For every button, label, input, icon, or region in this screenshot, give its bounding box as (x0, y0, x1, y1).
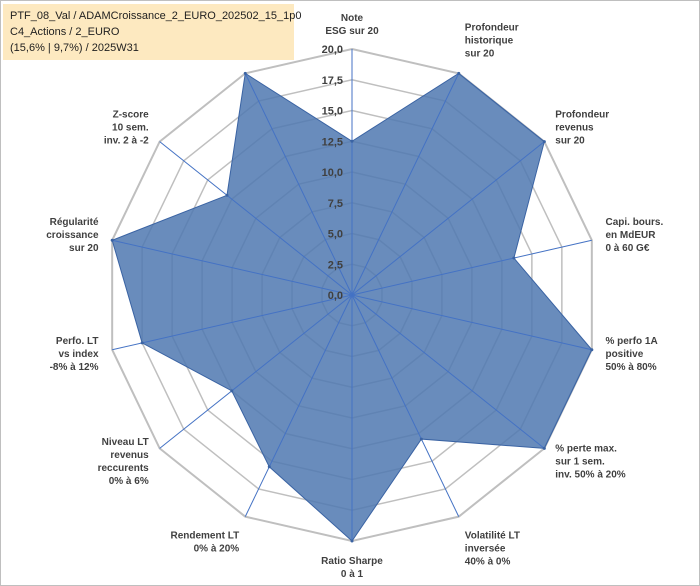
header-line-2: C4_Actions / 2_EURO (10, 26, 120, 38)
axis-label-line: Régularité (50, 217, 99, 228)
axis-spoke (244, 294, 353, 517)
data-point (542, 140, 546, 144)
data-point (110, 238, 114, 242)
axis-label: Capi. bours. en MdEUR 0 à 60 G€ (605, 217, 663, 254)
data-point (512, 256, 516, 260)
axis-label-line: 0% à 6% (109, 476, 149, 487)
axis-label: Note ESG sur 20 (325, 13, 379, 37)
tick-label: 15,0 (322, 106, 343, 118)
axis-label-line: 0% à 20% (194, 543, 240, 554)
axis-spoke (351, 294, 545, 449)
axis-label-line: inversée (465, 543, 506, 554)
data-point (350, 139, 354, 143)
axis-label-line: Z-score (113, 109, 150, 120)
axis-label-line: sur 20 (465, 49, 495, 60)
axis-label-line: inv. 50% à 20% (555, 470, 626, 481)
axis-label-line: 40% à 0% (465, 556, 511, 567)
tick-label: 10,0 (322, 167, 343, 179)
axis-label-line: ESG sur 20 (325, 26, 379, 37)
axis-spoke (244, 73, 353, 296)
axis-spoke (159, 294, 353, 449)
axis-label-line: Volatilité LT (465, 530, 520, 541)
axis-label: Ratio Sharpe 0 à 1 (321, 556, 383, 580)
axis-label-line: Perfo. LT (56, 336, 99, 347)
data-point (542, 446, 546, 450)
tick-label: 0,0 (328, 290, 343, 302)
axis-label-line: Profondeur (555, 109, 609, 120)
axis-label-line: 0 à 1 (341, 569, 364, 580)
axis-spoke (351, 239, 592, 296)
header-line-1: PTF_08_Val / ADAMCroissance_2_EURO_20250… (10, 10, 302, 22)
tick-label: 7,5 (328, 198, 343, 210)
axis-label-line: historique (465, 36, 514, 47)
axis-label-line: sur 20 (69, 243, 99, 254)
axis-label-line: sur 20 (555, 135, 585, 146)
axis-label-line: Niveau LT (102, 437, 149, 448)
chart-header: PTF_08_Val / ADAMCroissance_2_EURO_20250… (3, 4, 302, 60)
data-point (457, 71, 461, 75)
axis-label: Volatilité LT inversée 40% à 0% (465, 530, 520, 567)
axis-spoke (112, 239, 353, 296)
data-point (140, 341, 144, 345)
axis-label-line: Capi. bours. (605, 217, 663, 228)
data-point (230, 389, 234, 393)
axis-label: Perfo. LT vs index -8% à 12% (50, 336, 99, 373)
axis-label: Niveau LT revenus reccurents 0% à 6% (98, 437, 150, 487)
axis-label-line: revenus (555, 122, 594, 133)
tick-label: 17,5 (322, 75, 343, 87)
axis-label-line: positive (605, 349, 643, 360)
data-point (267, 465, 271, 469)
axis-label-line: 50% à 80% (605, 362, 656, 373)
tick-label: 5,0 (328, 229, 343, 241)
axis-label-line: Profondeur (465, 23, 519, 34)
axis-label-line: 0 à 60 G€ (605, 243, 649, 254)
axis-spoke (351, 141, 545, 296)
axis-label-line: sur 1 sem. (555, 457, 605, 468)
axis-label-line: % perte max. (555, 444, 617, 455)
axis-label-line: Rendement LT (170, 530, 239, 541)
axis-label-line: -8% à 12% (50, 362, 99, 373)
axis-spoke (351, 294, 460, 517)
axis-spoke (112, 294, 353, 351)
axis-label: Régularité croissance sur 20 (46, 217, 99, 254)
axis-label: % perfo 1A positive 50% à 80% (605, 336, 657, 373)
axis-label-line: 10 sem. (112, 122, 149, 133)
axis-label: Z-score 10 sem. inv. 2 à -2 (104, 109, 149, 146)
data-point (225, 193, 229, 197)
axis-label: Profondeur historique sur 20 (465, 23, 519, 60)
axis-label: Profondeur revenus sur 20 (555, 109, 609, 146)
tick-label: 2,5 (328, 259, 343, 271)
axis-spoke (351, 73, 460, 296)
axis-label-line: croissance (46, 230, 99, 241)
axis-label-line: % perfo 1A (605, 336, 657, 347)
axis-label-line: Note (341, 13, 364, 24)
axis-label: % perte max. sur 1 sem. inv. 50% à 20% (555, 444, 626, 481)
axis-label-line: vs index (58, 349, 98, 360)
data-point (243, 71, 247, 75)
axis-spoke (351, 294, 592, 351)
axis-label-line: revenus (110, 450, 149, 461)
axis-label-line: reccurents (98, 463, 150, 474)
tick-label: 20,0 (322, 44, 343, 56)
header-line-3: (15,6% | 9,7%) / 2025W31 (10, 42, 139, 54)
data-point (419, 437, 423, 441)
tick-label: 12,5 (322, 136, 343, 148)
axis-label: Rendement LT 0% à 20% (170, 530, 239, 554)
axis-spoke (159, 141, 353, 296)
axis-label-line: inv. 2 à -2 (104, 135, 149, 146)
data-point (590, 348, 594, 352)
axis-label-line: Ratio Sharpe (321, 556, 383, 567)
data-point (350, 539, 354, 543)
axis-label-line: en MdEUR (605, 230, 656, 241)
